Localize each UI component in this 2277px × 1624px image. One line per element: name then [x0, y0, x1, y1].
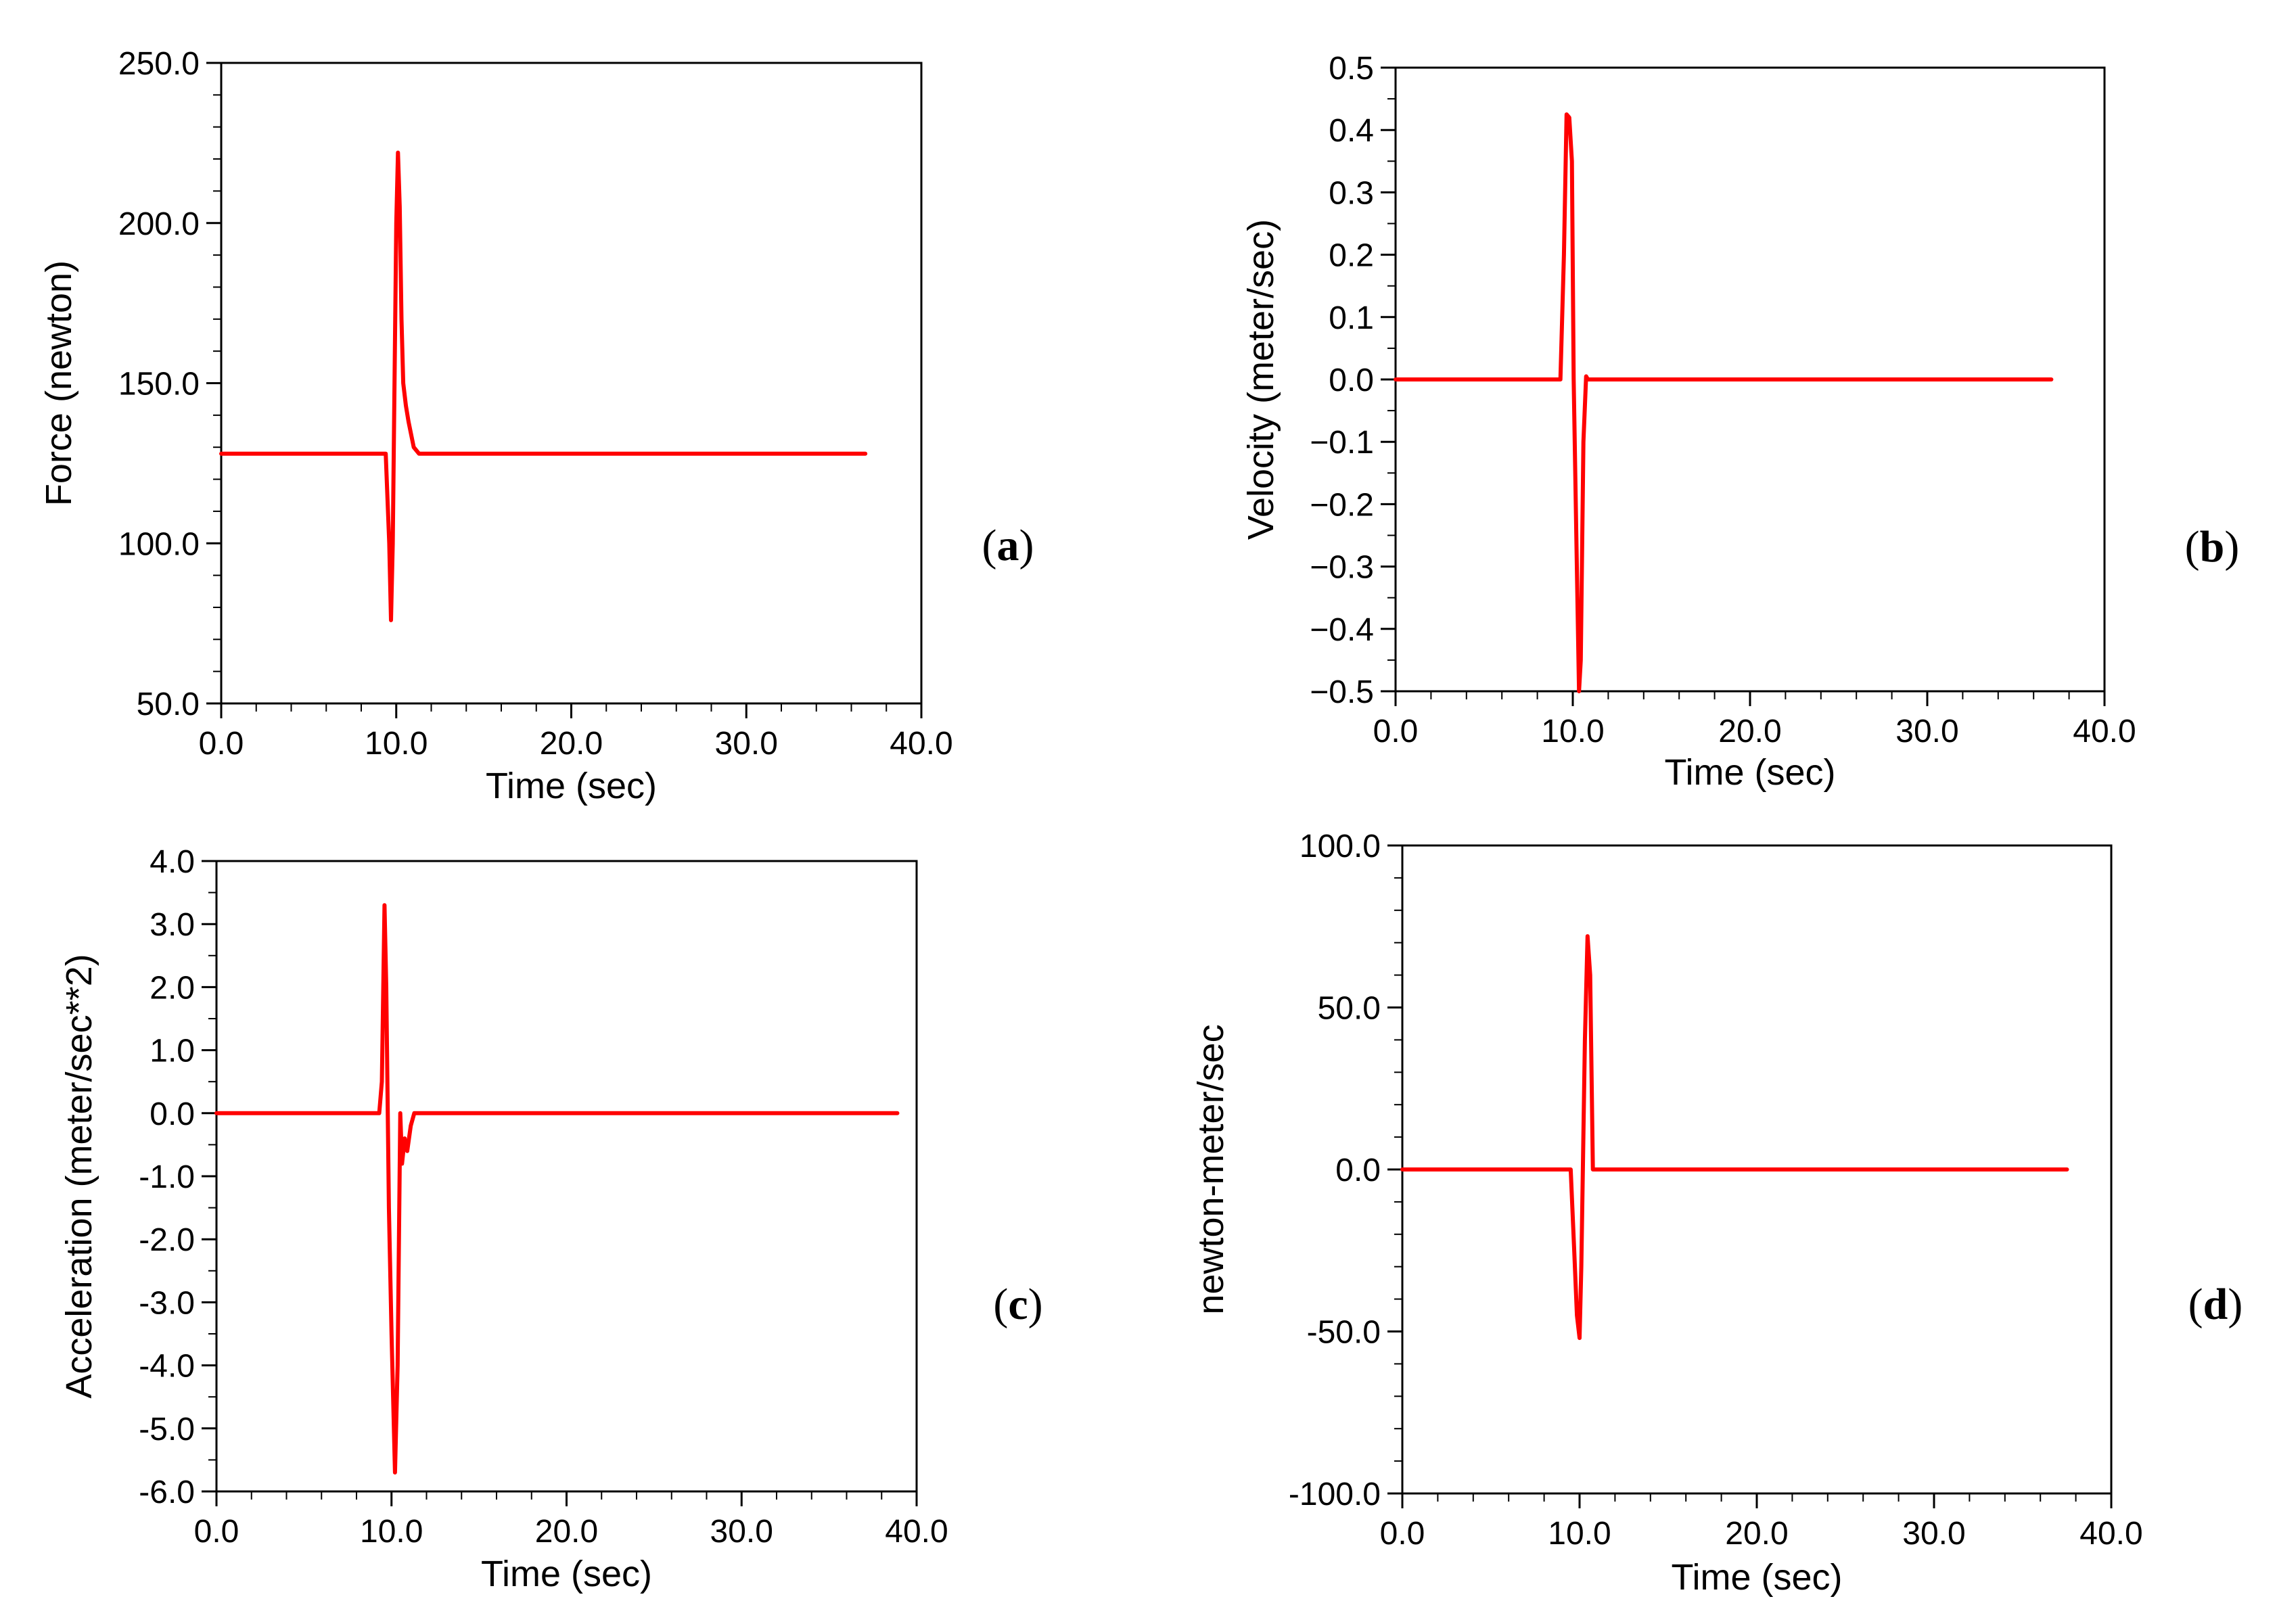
y-tick-label: -3.0: [139, 1285, 195, 1321]
x-tick-label: 20.0: [535, 1514, 598, 1550]
panel-label: (a): [982, 521, 1034, 570]
y-tick-label: 50.0: [1318, 991, 1381, 1027]
x-tick-label: 30.0: [710, 1514, 773, 1550]
x-axis-title: Time (sec): [486, 766, 657, 806]
y-axis-title: Acceleration (meter/sec**2): [59, 954, 99, 1398]
x-tick-label: 40.0: [890, 726, 952, 762]
x-tick-label: 20.0: [1718, 714, 1781, 749]
x-tick-label: 40.0: [885, 1514, 948, 1550]
plot-frame: [215, 860, 918, 1493]
y-tick-label: 0.1: [1329, 300, 1374, 336]
x-tick-label: 10.0: [360, 1514, 423, 1550]
series-line-b-0: [1394, 112, 2054, 693]
y-tick-label: -4.0: [139, 1349, 195, 1385]
x-tick-label: 40.0: [2073, 714, 2136, 749]
x-tick-label: 10.0: [1541, 714, 1604, 749]
y-tick-label: 0.4: [1329, 113, 1374, 149]
x-tick-label: 30.0: [715, 726, 778, 762]
y-tick-label: -2.0: [139, 1222, 195, 1258]
y-tick-label: −0.4: [1310, 612, 1374, 648]
chart-d: 0.0 10.0 20.0 30.0 40.0 -100.0 -50.0 0.0 50.0 100…: [1191, 829, 2242, 1598]
y-tick-label: 0.2: [1329, 238, 1374, 274]
y-tick-label: 100.0: [118, 526, 200, 562]
x-tick-label: 10.0: [1548, 1516, 1611, 1552]
y-axis-title: Force (newton): [39, 260, 79, 506]
y-tick-label: -5.0: [139, 1412, 195, 1447]
panel-label: (b): [2185, 522, 2240, 572]
y-tick-label: 100.0: [1300, 829, 1381, 864]
plot-frame: [220, 62, 923, 705]
series-line-d-0: [1400, 934, 2069, 1341]
chart-c: 0.0 10.0 20.0 30.0 40.0 -6.0 -5.0 -4.0 -3.0 -2.0 -…: [59, 844, 1043, 1594]
x-tick-label: 40.0: [2079, 1516, 2142, 1552]
y-tick-label: 250.0: [118, 46, 200, 82]
y-axis-title: newton-meter/sec: [1191, 1024, 1231, 1314]
y-tick-label: -1.0: [139, 1159, 195, 1195]
y-axis-title: Velocity (meter/sec): [1241, 219, 1281, 540]
x-tick-label: 0.0: [194, 1514, 239, 1550]
x-tick-label: 20.0: [540, 726, 603, 762]
x-axis-title: Time (sec): [1672, 1557, 1843, 1598]
x-tick-label: 10.0: [365, 726, 428, 762]
y-tick-label: 50.0: [137, 687, 200, 722]
series-line-c-0: [214, 903, 900, 1475]
y-tick-label: 200.0: [118, 206, 200, 242]
y-tick-label: 150.0: [118, 367, 200, 402]
x-tick-label: 30.0: [1895, 714, 1958, 749]
y-tick-label: -6.0: [139, 1475, 195, 1510]
x-axis-title: Time (sec): [1665, 752, 1836, 793]
x-tick-label: 20.0: [1725, 1516, 1788, 1552]
y-tick-label: −0.3: [1310, 550, 1374, 586]
x-axis-title: Time (sec): [481, 1554, 652, 1594]
y-tick-label: −0.1: [1310, 425, 1374, 461]
y-tick-label: 2.0: [150, 970, 195, 1006]
series-line-a-0: [219, 150, 868, 622]
y-tick-label: 1.0: [150, 1034, 195, 1069]
x-tick-label: 0.0: [199, 726, 244, 762]
y-tick-label: 0.0: [150, 1096, 195, 1132]
y-tick-label: -50.0: [1307, 1315, 1381, 1351]
panel-label: (d): [2188, 1280, 2243, 1329]
chart-a: 0.0 10.0 20.0 30.0 40.0 50.0 100.0 150.0 200.0 25…: [39, 46, 1034, 806]
y-tick-label: −0.5: [1310, 674, 1374, 710]
chart-b: 0.0 10.0 20.0 30.0 40.0 −0.5 −0.4 −0.3 −0.2 −0.1 0…: [1241, 51, 2239, 793]
x-tick-label: 30.0: [1902, 1516, 1965, 1552]
y-tick-label: 0.0: [1335, 1153, 1381, 1188]
y-tick-label: 0.5: [1329, 51, 1374, 87]
x-tick-label: 0.0: [1380, 1516, 1425, 1552]
y-tick-label: 4.0: [150, 844, 195, 880]
x-tick-label: 0.0: [1373, 714, 1419, 749]
y-tick-label: 0.3: [1329, 175, 1374, 211]
y-tick-label: -100.0: [1289, 1477, 1381, 1512]
panel-label: (c): [993, 1280, 1042, 1329]
y-tick-label: −0.2: [1310, 487, 1374, 523]
y-tick-label: 0.0: [1329, 363, 1374, 398]
y-tick-label: 3.0: [150, 907, 195, 943]
